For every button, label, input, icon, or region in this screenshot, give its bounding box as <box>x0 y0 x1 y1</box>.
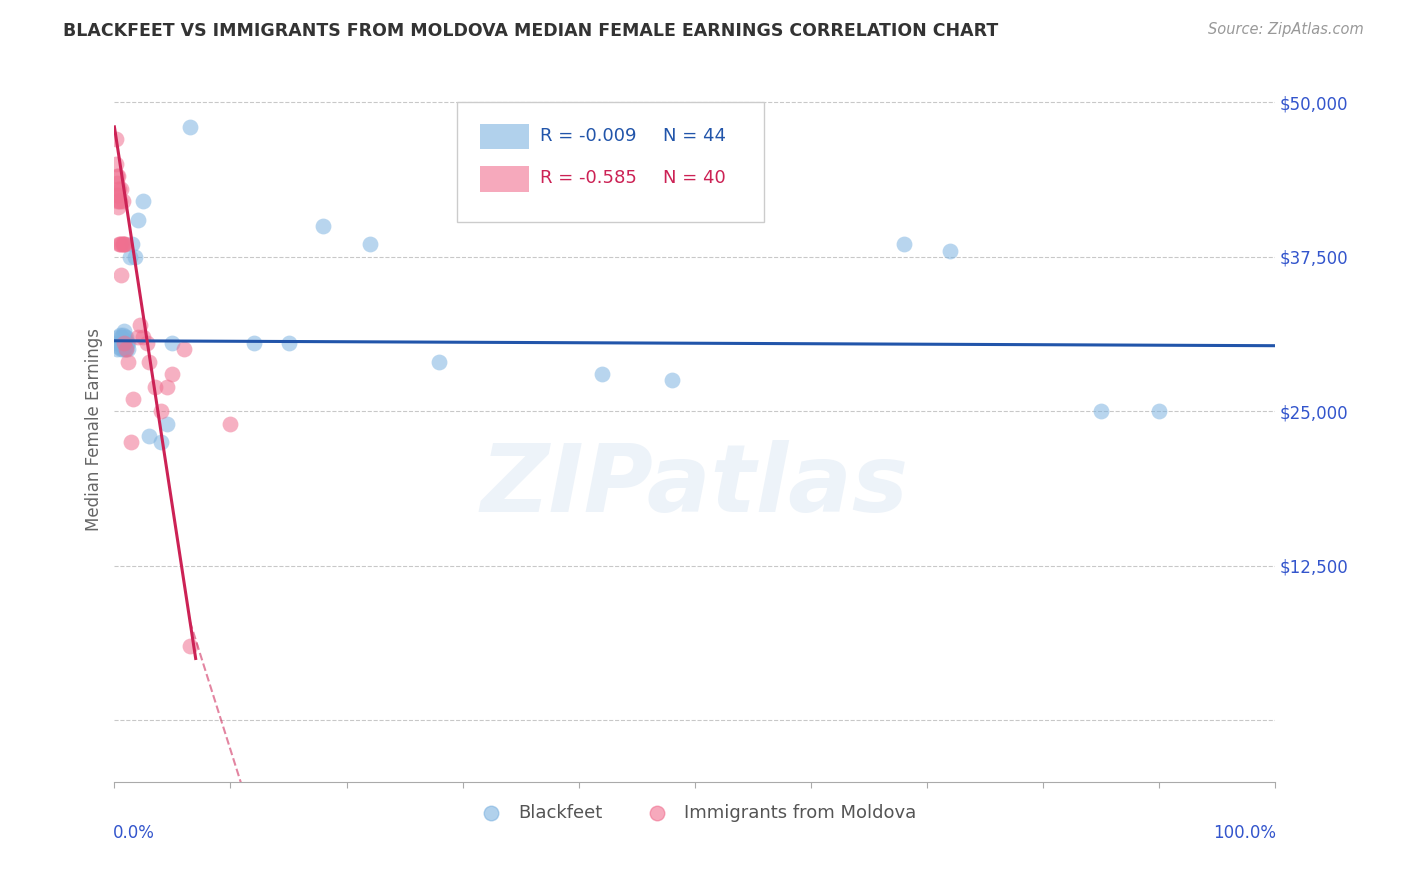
Point <box>117 355 139 369</box>
Point <box>108 340 131 354</box>
Text: R = -0.009: R = -0.009 <box>540 127 637 145</box>
Point <box>893 237 915 252</box>
Point <box>132 194 155 208</box>
Point <box>110 343 132 357</box>
Point <box>1090 404 1112 418</box>
Point <box>107 200 129 214</box>
Point <box>661 373 683 387</box>
Point <box>120 435 142 450</box>
Point <box>107 330 129 344</box>
Point <box>107 187 129 202</box>
Point <box>105 194 128 208</box>
Point <box>105 176 128 190</box>
Point <box>114 237 136 252</box>
Text: Source: ZipAtlas.com: Source: ZipAtlas.com <box>1208 22 1364 37</box>
Text: R = -0.585: R = -0.585 <box>540 169 637 187</box>
Point <box>107 182 129 196</box>
Point <box>105 343 128 357</box>
FancyBboxPatch shape <box>457 102 765 222</box>
Point <box>429 355 451 369</box>
Point <box>111 237 134 252</box>
Point <box>122 392 145 406</box>
Point <box>112 237 135 252</box>
Point <box>114 343 136 357</box>
Point <box>127 330 149 344</box>
Point <box>114 333 136 347</box>
Point <box>277 336 299 351</box>
Point <box>117 343 139 357</box>
Point <box>115 343 138 357</box>
Text: 0.0%: 0.0% <box>114 824 155 842</box>
Point <box>118 250 141 264</box>
Point <box>115 343 138 357</box>
Point <box>115 330 138 344</box>
Point <box>129 318 152 332</box>
Point <box>149 435 172 450</box>
Point <box>591 367 613 381</box>
Point <box>117 336 139 351</box>
Point <box>179 120 201 134</box>
Point <box>108 237 131 252</box>
Point <box>135 336 157 351</box>
Point <box>108 194 131 208</box>
Point <box>104 336 127 351</box>
Text: BLACKFEET VS IMMIGRANTS FROM MOLDOVA MEDIAN FEMALE EARNINGS CORRELATION CHART: BLACKFEET VS IMMIGRANTS FROM MOLDOVA MED… <box>63 22 998 40</box>
Point <box>156 379 179 393</box>
Point <box>105 187 128 202</box>
Point <box>110 237 132 252</box>
Point <box>110 327 132 342</box>
Text: N = 44: N = 44 <box>664 127 727 145</box>
Text: N = 40: N = 40 <box>664 169 727 187</box>
Point <box>121 237 143 252</box>
Point <box>179 639 201 653</box>
Point <box>219 417 242 431</box>
Y-axis label: Median Female Earnings: Median Female Earnings <box>86 328 103 532</box>
Point <box>156 417 179 431</box>
Point <box>112 324 135 338</box>
Legend: Blackfeet, Immigrants from Moldova: Blackfeet, Immigrants from Moldova <box>467 797 924 830</box>
Point <box>162 336 184 351</box>
Point <box>149 404 172 418</box>
Point <box>111 327 134 342</box>
Point <box>173 343 195 357</box>
Point <box>108 182 131 196</box>
Point <box>111 237 134 252</box>
Point <box>939 244 962 258</box>
Point <box>162 367 184 381</box>
Point <box>105 169 128 184</box>
Point <box>114 340 136 354</box>
Point <box>138 429 160 443</box>
Point <box>143 379 166 393</box>
Point <box>111 336 134 351</box>
Point <box>359 237 381 252</box>
FancyBboxPatch shape <box>479 124 529 149</box>
Point <box>110 182 132 196</box>
Point <box>110 330 132 344</box>
Point <box>110 336 132 351</box>
Point <box>107 169 129 184</box>
Point <box>114 330 136 344</box>
Text: 100.0%: 100.0% <box>1213 824 1277 842</box>
Point <box>104 157 127 171</box>
Point <box>112 336 135 351</box>
Point <box>138 355 160 369</box>
Point <box>110 268 132 283</box>
Point <box>312 219 335 233</box>
Point <box>110 194 132 208</box>
Point <box>104 132 127 146</box>
Point <box>124 250 146 264</box>
Point <box>115 336 138 351</box>
Point <box>111 194 134 208</box>
Point <box>112 340 135 354</box>
Point <box>132 330 155 344</box>
FancyBboxPatch shape <box>479 166 529 192</box>
Point <box>1147 404 1170 418</box>
Point <box>127 212 149 227</box>
Point <box>112 333 135 347</box>
Point <box>110 237 132 252</box>
Point <box>242 336 264 351</box>
Point <box>111 343 134 357</box>
Text: ZIPatlas: ZIPatlas <box>481 440 908 533</box>
